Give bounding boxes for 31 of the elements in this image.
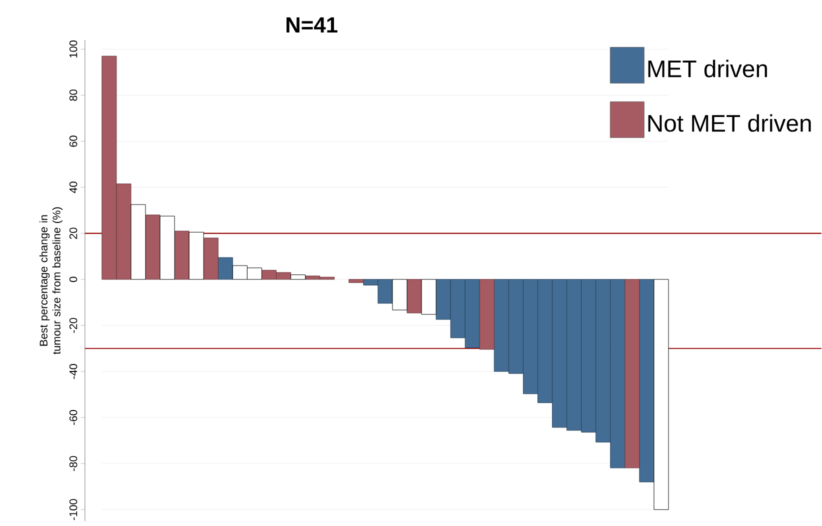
- bar: [639, 279, 654, 482]
- chart-title: N=41: [286, 18, 338, 33]
- y-tick-label: 60: [69, 136, 78, 147]
- bar: [203, 238, 218, 280]
- y-tick-label: 0: [69, 276, 78, 282]
- bar: [290, 274, 306, 280]
- y-tick-label: 80: [69, 90, 78, 102]
- y-tick-label: -20: [69, 318, 78, 334]
- legend-label: MET driven: [648, 60, 767, 78]
- bar: [188, 232, 204, 280]
- y-axis-title: Best percentage change in tumour size from baseline (%): [39, 207, 63, 354]
- y-tick-label: -60: [69, 410, 78, 426]
- bar: [218, 257, 233, 280]
- bar: [421, 279, 436, 315]
- y-tick-label: -100: [69, 499, 78, 520]
- y-tick-label: -80: [69, 456, 78, 472]
- bar: [174, 230, 190, 280]
- bar: [392, 279, 408, 310]
- y-tick-label: 20: [69, 228, 78, 240]
- bar: [624, 279, 640, 468]
- bar: [145, 214, 160, 280]
- bar: [479, 279, 494, 350]
- y-tick-label: -40: [69, 364, 78, 380]
- bar: [654, 279, 669, 510]
- legend-label: Not MET driven: [648, 114, 811, 132]
- bar: [130, 204, 146, 280]
- y-tick-label: 40: [69, 182, 78, 194]
- bar: [348, 279, 364, 284]
- bar: [406, 279, 422, 314]
- y-tick-label: 100: [69, 40, 78, 58]
- bar: [160, 216, 175, 280]
